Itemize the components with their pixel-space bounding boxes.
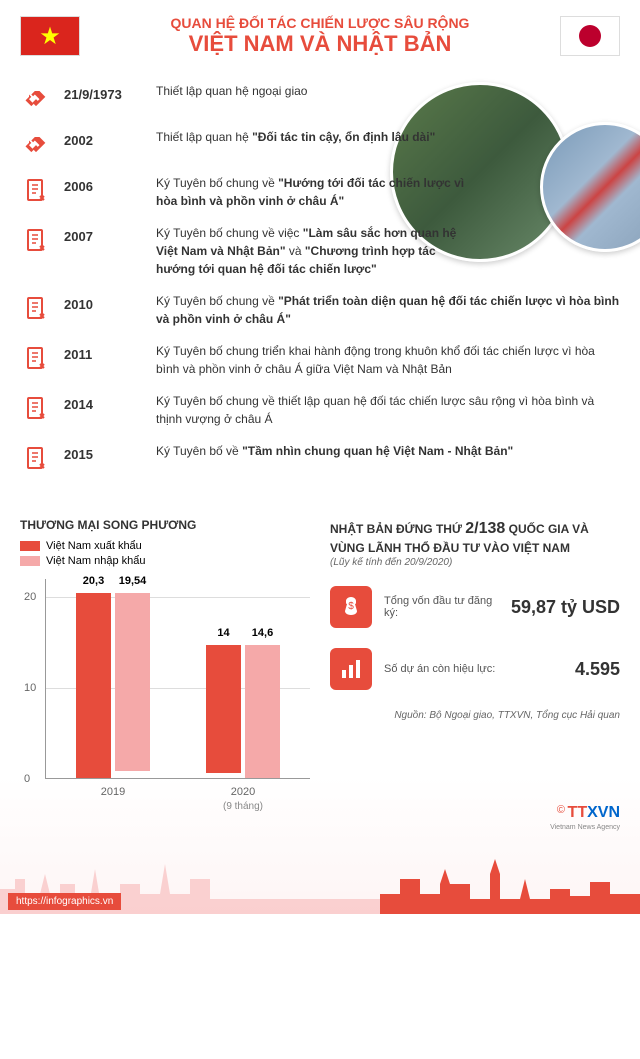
stat-value: 59,87 tỷ USD [511,597,620,618]
timeline-item: 2011 Ký Tuyên bố chung triển khai hành đ… [20,342,620,378]
chart-legend: Việt Nam xuất khẩu Việt Nam nhập khẩu [20,540,310,567]
timeline-text: Ký Tuyên bố chung về "Hướng tới đối tác … [156,174,466,210]
svg-text:$: $ [348,601,354,612]
timeline-item: 2006 Ký Tuyên bố chung về "Hướng tới đối… [20,174,620,210]
y-axis-label: 20 [24,591,36,603]
chart-icon [330,648,372,690]
timeline-text: Ký Tuyên bố chung triển khai hành động t… [156,342,620,378]
stat-label: Tổng vốn đầu tư đăng ký: [384,595,499,619]
stats-title: NHẬT BẢN ĐỨNG THỨ 2/138 QUỐC GIA VÀ VÙNG… [330,518,620,557]
timeline-text: Ký Tuyên bố chung về việc "Làm sâu sắc h… [156,224,466,278]
stats-rank: 2/138 [465,520,505,537]
handshake-icon [20,82,52,114]
footer-url: https://infographics.vn [8,893,121,910]
star-icon: ★ [39,22,61,51]
stats-section: NHẬT BẢN ĐỨNG THỨ 2/138 QUỐC GIA VÀ VÙNG… [330,518,620,819]
document-icon [20,342,52,374]
stats-title-pre: NHẬT BẢN ĐỨNG THỨ [330,522,465,536]
bar: 14,6 [245,645,280,778]
money-icon: $ [330,586,372,628]
vietnam-flag: ★ [20,16,80,56]
document-icon [20,174,52,206]
timeline-text: Thiết lập quan hệ "Đối tác tin cậy, ổn đ… [156,128,435,146]
document-icon [20,392,52,424]
legend-swatch [20,541,40,551]
timeline-year: 2002 [64,128,144,148]
bar: 14 [206,645,241,772]
x-axis-sublabel: (9 tháng) [206,801,280,812]
x-axis-label: 2020 [206,786,280,798]
timeline-item: 2014 Ký Tuyên bố chung về thiết lập quan… [20,392,620,428]
stat-label: Số dự án còn hiệu lực: [384,663,563,675]
timeline-text: Ký Tuyên bố chung về thiết lập quan hệ đ… [156,392,620,428]
stat-value: 4.595 [575,659,620,680]
timeline-year: 21/9/1973 [64,82,144,102]
handshake-icon [20,128,52,160]
timeline-item: 2015 Ký Tuyên bố về "Tầm nhìn chung quan… [20,442,620,474]
document-icon [20,224,52,256]
bar-value-label: 14 [217,627,229,639]
logo-subtitle: Vietnam News Agency [550,824,620,831]
lower-section: THƯƠNG MẠI SONG PHƯƠNG Việt Nam xuất khẩ… [0,503,640,834]
stat-row: $ Tổng vốn đầu tư đăng ký: 59,87 tỷ USD [330,586,620,628]
header: ★ QUAN HỆ ĐỐI TÁC CHIẾN LƯỢC SÂU RỘNG VI… [0,0,640,72]
timeline-year: 2014 [64,392,144,412]
legend-item: Việt Nam xuất khẩu [20,540,310,552]
timeline-year: 2006 [64,174,144,194]
timeline-item: 2007 Ký Tuyên bố chung về việc "Làm sâu … [20,224,620,278]
timeline-year: 2015 [64,442,144,462]
chart-title: THƯƠNG MẠI SONG PHƯƠNG [20,518,310,532]
timeline-year: 2010 [64,292,144,312]
footer: © TTXVN Vietnam News Agency https://info… [0,844,640,914]
copyright-icon: © [557,804,565,816]
bar-value-label: 20,3 [83,575,104,587]
document-icon [20,442,52,474]
timeline-item: 2002 Thiết lập quan hệ "Đối tác tin cậy,… [20,128,620,160]
main-title: VIỆT NAM VÀ NHẬT BẢN [95,31,545,57]
bar-value-label: 14,6 [252,627,273,639]
timeline-item: 21/9/1973 Thiết lập quan hệ ngoại giao [20,82,620,114]
document-icon [20,292,52,324]
bar-group: 20,319,54 [76,593,150,778]
stats-date: (Lũy kế tính đến 20/9/2020) [330,557,620,568]
timeline-text: Thiết lập quan hệ ngoại giao [156,82,307,100]
timeline-year: 2007 [64,224,144,244]
timeline-year: 2011 [64,342,144,362]
timeline-item: 2010 Ký Tuyên bố chung về "Phát triển to… [20,292,620,328]
bar: 19,54 [115,593,150,771]
timeline-section: 21/9/1973 Thiết lập quan hệ ngoại giao 2… [0,72,640,503]
source-text: Nguồn: Bộ Ngoại giao, TTXVN, Tổng cục Hả… [330,710,620,721]
legend-swatch [20,556,40,566]
stat-row: Số dự án còn hiệu lực: 4.595 [330,648,620,690]
legend-item: Việt Nam nhập khẩu [20,555,310,567]
x-axis-label: 2019 [76,786,150,798]
y-axis-label: 10 [24,682,36,694]
timeline-text: Ký Tuyên bố về "Tầm nhìn chung quan hệ V… [156,442,513,460]
legend-label: Việt Nam nhập khẩu [46,555,145,567]
bar-value-label: 19,54 [119,575,147,587]
bar-group: 1414,6 [206,645,280,778]
infographic-container: ★ QUAN HỆ ĐỐI TÁC CHIẾN LƯỢC SÂU RỘNG VI… [0,0,640,914]
ttxvn-logo: TTXVN [568,804,620,822]
chart-section: THƯƠNG MẠI SONG PHƯƠNG Việt Nam xuất khẩ… [20,518,310,819]
chart-area: 0102020,319,5420191414,62020(9 tháng) [45,579,310,779]
circle-icon [579,25,601,47]
y-axis-label: 0 [24,773,30,785]
japan-flag [560,16,620,56]
legend-label: Việt Nam xuất khẩu [46,540,142,552]
subtitle: QUAN HỆ ĐỐI TÁC CHIẾN LƯỢC SÂU RỘNG [95,15,545,31]
title-block: QUAN HỆ ĐỐI TÁC CHIẾN LƯỢC SÂU RỘNG VIỆT… [95,15,545,57]
bar: 20,3 [76,593,111,778]
timeline-text: Ký Tuyên bố chung về "Phát triển toàn di… [156,292,620,328]
